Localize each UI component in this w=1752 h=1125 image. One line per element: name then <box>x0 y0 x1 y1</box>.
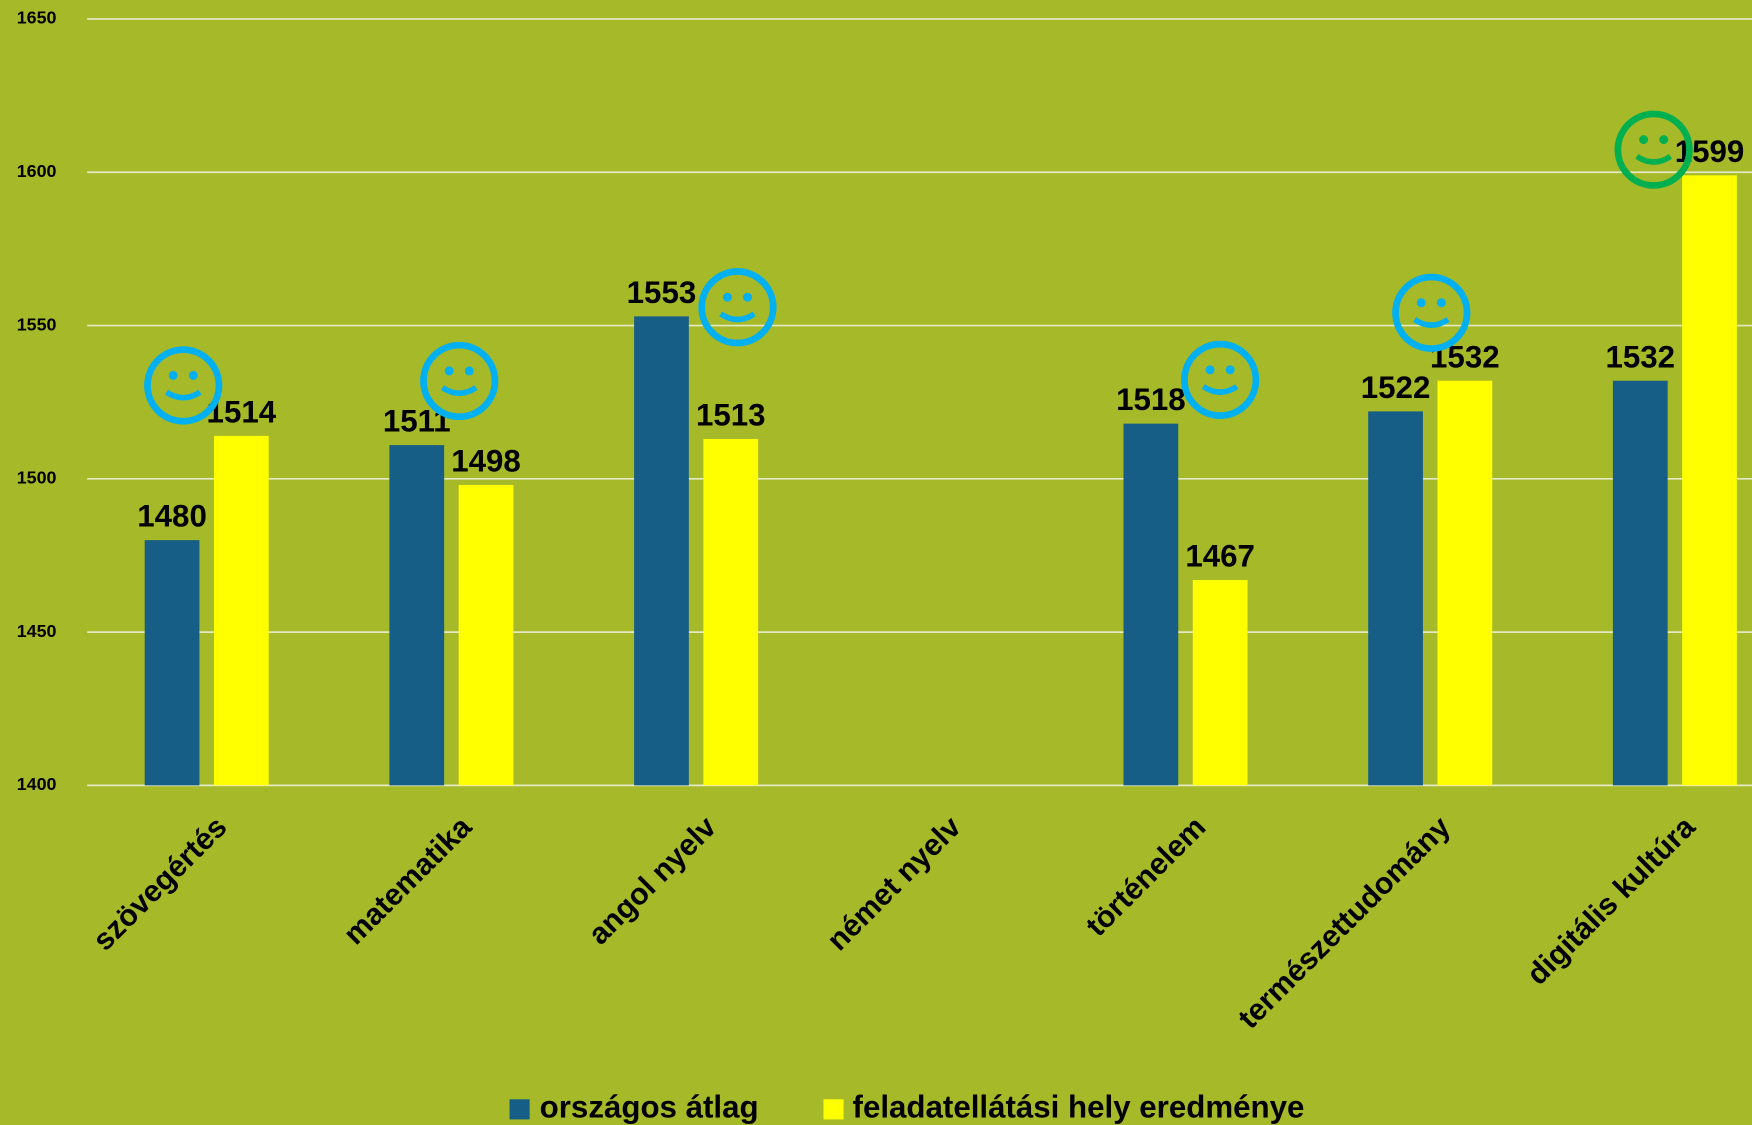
plot: 140014501500155016001650szövegértés14801… <box>17 8 1752 1035</box>
legend-swatch <box>509 1099 530 1120</box>
y-tick-label: 1650 <box>17 8 57 28</box>
data-label: 1513 <box>696 398 766 433</box>
legend-label: országos átlag <box>540 1090 759 1125</box>
legend: országos átlag feladatellátási hely ered… <box>509 1090 1305 1125</box>
smileys <box>144 110 1693 425</box>
y-tick-label: 1500 <box>17 468 57 488</box>
bar <box>1437 380 1493 786</box>
bar <box>1612 380 1668 786</box>
y-tick-label: 1600 <box>17 161 57 181</box>
bar <box>703 438 759 786</box>
data-label: 1480 <box>137 499 207 534</box>
bar <box>634 316 689 786</box>
bar <box>458 484 514 786</box>
smiley <box>698 268 777 347</box>
data-label: 1518 <box>1116 382 1186 417</box>
legend-label: feladatellátási hely eredménye <box>853 1090 1305 1125</box>
bar <box>1192 579 1248 786</box>
data-label: 1522 <box>1361 370 1431 405</box>
y-tick-label: 1550 <box>17 314 57 334</box>
smiley <box>144 346 223 425</box>
data-label: 1532 <box>1605 339 1675 374</box>
legend-swatch <box>823 1099 844 1120</box>
bar <box>144 540 200 786</box>
bar <box>213 435 269 786</box>
y-tick-label: 1400 <box>17 774 57 794</box>
bar <box>389 445 445 786</box>
smiley <box>420 341 499 421</box>
bar <box>1682 175 1737 786</box>
data-label: 1467 <box>1185 539 1255 574</box>
smiley <box>1181 340 1260 419</box>
y-tick-label: 1450 <box>17 621 57 641</box>
bar <box>1123 423 1179 786</box>
smiley <box>1614 110 1693 189</box>
data-label: 1498 <box>451 444 521 479</box>
bar <box>1368 411 1423 786</box>
smiley <box>1392 273 1471 352</box>
data-label: 1553 <box>627 275 697 310</box>
